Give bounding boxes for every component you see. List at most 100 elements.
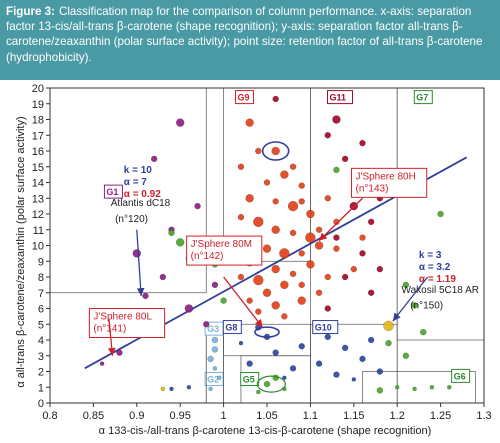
callout-arrow-wakosil: [392, 276, 429, 322]
data-point: [298, 198, 305, 205]
callout-arrow-atlantis: [136, 229, 145, 296]
data-point: [351, 377, 357, 382]
data-point: [184, 304, 194, 313]
group-label: G7: [416, 93, 428, 103]
y-tick-label: 18: [32, 115, 44, 127]
x-tick-label: 0.95: [169, 410, 190, 422]
y-tick-label: 0: [38, 398, 44, 410]
data-point: [333, 234, 340, 241]
data-point: [402, 281, 410, 289]
data-point: [217, 375, 222, 381]
group-label-box: [234, 90, 254, 105]
group-label-box: [204, 372, 224, 387]
data-point: [253, 274, 264, 286]
callout-arrow-80l: [107, 319, 116, 356]
data-point: [376, 265, 384, 273]
data-point: [289, 163, 297, 170]
group-label-box: [451, 368, 471, 383]
data-point: [315, 289, 323, 296]
x-tick-label: 0.9: [129, 410, 144, 422]
data-point: [437, 210, 444, 218]
callout-text: (n°143): [356, 183, 389, 194]
data-point: [175, 238, 185, 247]
data-point: [333, 166, 340, 174]
stats-line: α = 7: [124, 177, 148, 188]
stats-line: α = 1.19: [419, 274, 456, 285]
y-tick-label: 19: [32, 99, 44, 111]
y-tick-label: 7: [38, 288, 44, 300]
data-point: [168, 229, 175, 237]
data-point: [314, 241, 324, 250]
data-point: [383, 320, 394, 332]
callout-box: [88, 308, 166, 339]
data-point: [208, 386, 213, 392]
data-point: [245, 118, 254, 127]
data-point: [281, 313, 288, 320]
group-label: G6: [454, 371, 466, 381]
callout-text: J'Sphere 80M: [191, 239, 252, 250]
data-point: [298, 250, 305, 257]
data-point: [341, 344, 349, 352]
group-label-box: [103, 184, 123, 199]
data-point: [142, 292, 149, 300]
data-point: [367, 336, 375, 344]
y-axis-label: α all-trans β-carotene/zeaxanthin (polar…: [15, 116, 27, 387]
x-tick-label: 0.8: [42, 410, 57, 422]
callout-arrow-80h: [318, 197, 363, 242]
data-point: [367, 218, 375, 226]
group-label: G1: [106, 187, 118, 197]
data-point: [341, 273, 349, 281]
data-point: [132, 249, 142, 258]
data-point: [324, 273, 332, 281]
data-point: [282, 375, 287, 381]
data-point: [280, 170, 289, 179]
y-tick-label: 12: [32, 209, 44, 221]
data-point: [271, 264, 280, 274]
y-tick-label: 9: [38, 256, 44, 268]
data-point: [262, 288, 272, 297]
group-label-box: [312, 320, 339, 335]
data-point: [245, 194, 254, 203]
data-points: [99, 95, 452, 395]
annotation-label: (n°150): [410, 301, 443, 312]
y-tick-label: 17: [32, 130, 44, 142]
classification-scatter-chart: G1 G2 G3 G5 G6 G7 G8 G9 G10 G11 0.8 0.85 0.9 0.95 1 1.…: [0, 80, 500, 443]
y-tick-label: 11: [33, 225, 44, 237]
annotation-label: Wakosil 5C18 AR: [402, 285, 479, 296]
data-point: [306, 209, 315, 219]
x-tick-label: 1.1: [303, 410, 318, 422]
data-point: [211, 281, 219, 289]
x-tick-label: 1.3: [476, 410, 491, 422]
data-point: [169, 386, 174, 392]
data-point: [333, 245, 340, 252]
y-tick-label: 1: [38, 382, 44, 394]
annotation-label: Atlantis dC18: [111, 198, 171, 209]
stats-line: k = 10: [124, 165, 153, 176]
data-point: [367, 289, 375, 296]
y-tick-label: 4: [38, 335, 44, 347]
data-point: [159, 273, 167, 281]
y-tick-label: 14: [32, 178, 44, 190]
x-tick-label: 1.25: [430, 410, 451, 422]
group-label-box: [240, 372, 260, 387]
data-point: [402, 352, 410, 359]
group-label: G5: [243, 375, 255, 385]
y-tick-label: 2: [38, 367, 44, 379]
x-tick-label: 1.15: [343, 410, 364, 422]
data-point: [306, 260, 315, 269]
data-point: [237, 213, 245, 221]
data-point: [246, 297, 253, 304]
data-point: [194, 202, 201, 210]
data-point: [289, 365, 297, 372]
data-point: [298, 182, 305, 189]
callout-box: [351, 167, 428, 198]
caption-label: Figure 3:: [6, 5, 55, 18]
data-point: [271, 225, 280, 234]
group-label: G11: [329, 93, 346, 103]
data-point: [332, 115, 341, 124]
data-point: [298, 343, 305, 350]
data-point: [207, 355, 214, 363]
data-point: [289, 229, 297, 237]
